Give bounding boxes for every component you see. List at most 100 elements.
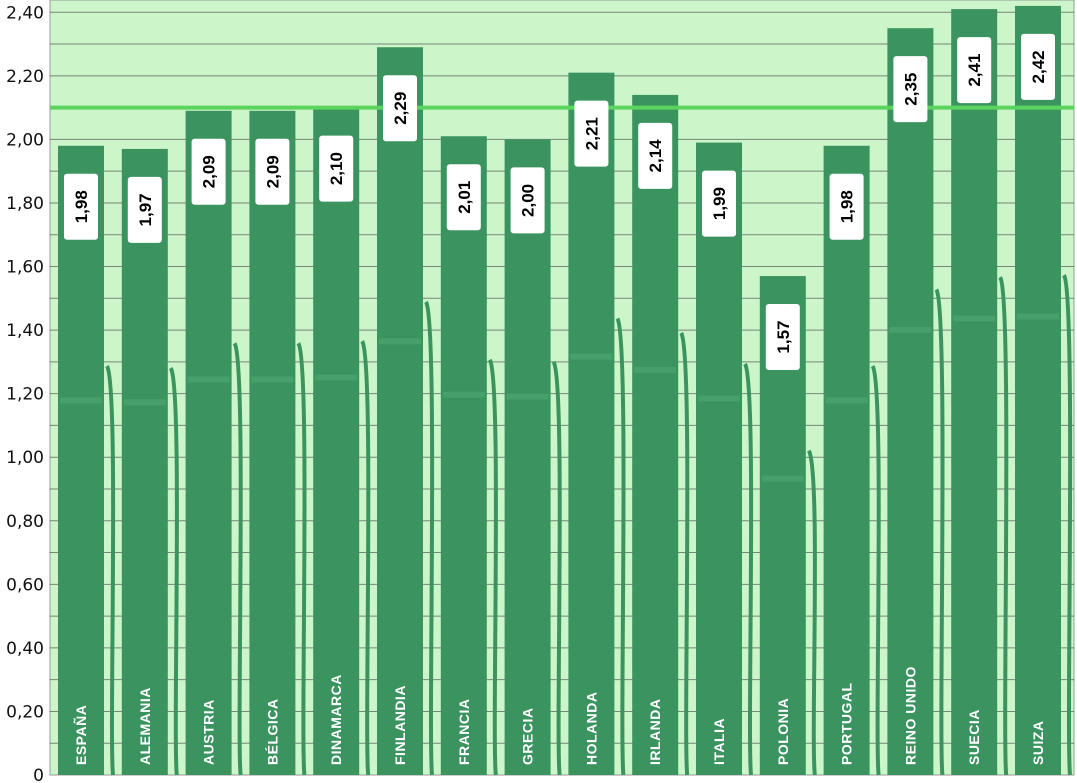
- bar-highlight: [442, 391, 485, 398]
- bar-ribbon: [806, 449, 817, 776]
- value-label: 2,41: [957, 37, 992, 104]
- bar-ribbon: [1062, 274, 1073, 776]
- bar-group: AUSTRIA: [185, 110, 243, 776]
- bar-group: FRANCIA: [440, 136, 498, 776]
- bar-ribbon: [743, 362, 754, 776]
- bar-group: REINO UNIDO: [887, 28, 945, 776]
- y-tick-label: 1,00: [6, 448, 44, 468]
- value-label: 2,42: [1021, 33, 1055, 100]
- bar-group: SUIZA: [1015, 5, 1073, 776]
- bar-ribbon: [551, 360, 562, 776]
- bar-ribbon: [487, 358, 498, 776]
- value-label-text: 2,41: [965, 54, 984, 87]
- category-label: AUSTRIA: [201, 699, 217, 765]
- bar-group: SUECIA: [951, 9, 1009, 776]
- bar-highlight: [570, 353, 613, 360]
- value-label-box: [319, 135, 354, 202]
- bar: [121, 148, 168, 775]
- value-label-box: [64, 173, 98, 240]
- bar-highlight: [379, 338, 421, 345]
- bar-group: DINAMARCA: [313, 107, 371, 776]
- bar-highlight: [761, 475, 804, 482]
- category-label: FINLANDIA: [392, 685, 408, 765]
- bar-highlight: [889, 326, 932, 333]
- bar-ribbon: [615, 317, 626, 776]
- bar-highlight: [123, 399, 166, 406]
- bar-ribbon: [105, 364, 116, 776]
- y-tick-label: 1,60: [6, 258, 44, 278]
- value-label: 2,14: [638, 122, 673, 189]
- value-label-text: 2,10: [327, 152, 346, 185]
- bar-highlight: [315, 374, 358, 381]
- bar: [504, 139, 551, 775]
- value-label: 1,97: [127, 176, 162, 243]
- bar-highlight: [60, 397, 102, 404]
- bar-group: HOLANDA: [568, 72, 626, 776]
- bar-ribbon: [424, 300, 435, 776]
- y-tick-label: 0,60: [6, 575, 44, 595]
- bar-group: PORTUGAL: [823, 145, 881, 776]
- value-label-box: [829, 173, 864, 240]
- y-tick-label: 0: [33, 766, 44, 783]
- bar-highlight: [953, 315, 996, 322]
- category-label: IRLANDA: [647, 699, 663, 766]
- y-tick-label: 1,80: [6, 194, 44, 214]
- y-tick-label: 0,40: [6, 639, 44, 659]
- category-label: BÉLGICA: [264, 699, 280, 766]
- bar: [823, 145, 870, 776]
- value-label-box: [127, 176, 162, 243]
- y-tick-label: 1,40: [6, 321, 44, 341]
- value-label: 2,35: [893, 56, 928, 123]
- bar-highlight: [698, 395, 740, 402]
- bar-ribbon: [998, 276, 1009, 776]
- value-label: 2,29: [383, 75, 417, 142]
- category-label: GRECIA: [520, 708, 536, 765]
- bar: [1015, 5, 1061, 775]
- value-label-text: 1,99: [710, 187, 729, 220]
- value-label: 1,57: [765, 304, 800, 371]
- value-label: 2,09: [255, 138, 290, 205]
- value-label: 2,01: [446, 164, 481, 231]
- category-label: POLONIA: [775, 698, 791, 765]
- bar-group: BÉLGICA: [249, 110, 307, 776]
- value-label-box: [765, 304, 800, 371]
- value-label: 1,98: [829, 173, 864, 240]
- bar: [951, 9, 998, 776]
- value-label: 1,98: [64, 173, 98, 240]
- category-label: DINAMARCA: [328, 674, 344, 765]
- bar-group: FINLANDIA: [377, 47, 435, 776]
- bar-group: GRECIA: [504, 139, 562, 776]
- value-label: 2,09: [191, 138, 226, 205]
- value-label-box: [191, 138, 226, 205]
- bar-ribbon: [870, 364, 881, 776]
- bar-ribbon: [232, 342, 243, 776]
- bar-highlight: [251, 376, 294, 383]
- bar: [632, 94, 679, 775]
- value-label-box: [446, 164, 481, 231]
- value-label-box: [255, 138, 290, 205]
- y-tick-label: 2,40: [6, 3, 44, 23]
- bar-ribbon: [360, 340, 371, 776]
- bar-ribbon: [934, 288, 945, 776]
- value-label-text: 2,35: [901, 73, 920, 106]
- value-label-box: [702, 170, 736, 237]
- value-label-text: 2,42: [1029, 50, 1048, 83]
- bar: [313, 107, 360, 776]
- bar: [696, 142, 742, 775]
- value-label: 2,00: [510, 167, 545, 234]
- bar-group: ITALIA: [696, 142, 754, 776]
- value-label-text: 1,98: [72, 190, 91, 223]
- bar-ribbon: [679, 331, 690, 776]
- bar-group: IRLANDA: [632, 94, 690, 776]
- bar-highlight: [634, 366, 677, 373]
- bar-ribbon: [296, 342, 307, 776]
- value-label-text: 2,21: [582, 117, 601, 150]
- bar-ribbon: [168, 367, 179, 776]
- category-label: FRANCIA: [456, 699, 472, 766]
- value-label-text: 2,00: [519, 184, 538, 217]
- y-axis: 0 0,20 0,40 0,60 0,80 1,00 1,20 1,40 1,60 1,80 2,0…: [6, 3, 44, 783]
- value-label-box: [1021, 33, 1055, 100]
- value-label-box: [893, 56, 928, 123]
- value-label: 1,99: [702, 170, 736, 237]
- value-label-text: 2,14: [646, 139, 665, 173]
